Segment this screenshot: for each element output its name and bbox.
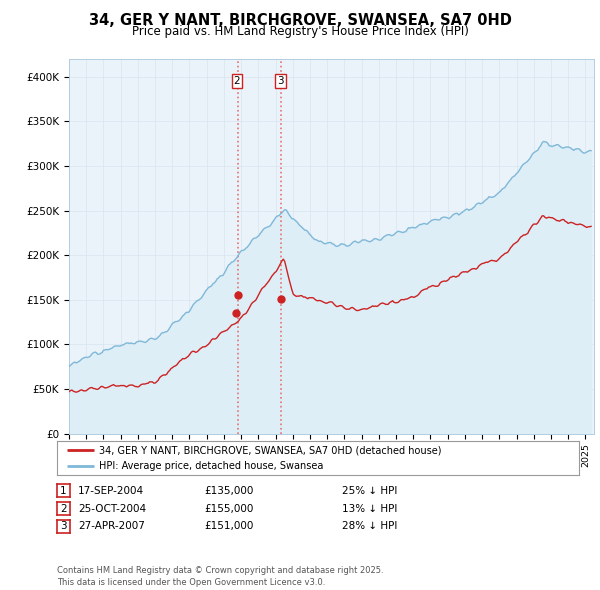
Text: Price paid vs. HM Land Registry's House Price Index (HPI): Price paid vs. HM Land Registry's House … — [131, 25, 469, 38]
Text: 3: 3 — [277, 76, 284, 86]
Text: 25-OCT-2004: 25-OCT-2004 — [78, 504, 146, 513]
Text: 27-APR-2007: 27-APR-2007 — [78, 522, 145, 531]
Text: 13% ↓ HPI: 13% ↓ HPI — [342, 504, 397, 513]
Text: 25% ↓ HPI: 25% ↓ HPI — [342, 486, 397, 496]
Text: 2: 2 — [60, 504, 67, 513]
Text: 1: 1 — [60, 486, 67, 496]
Text: 34, GER Y NANT, BIRCHGROVE, SWANSEA, SA7 0HD: 34, GER Y NANT, BIRCHGROVE, SWANSEA, SA7… — [89, 13, 511, 28]
Text: 2: 2 — [233, 76, 241, 86]
Text: 17-SEP-2004: 17-SEP-2004 — [78, 486, 144, 496]
Text: £155,000: £155,000 — [204, 504, 253, 513]
Text: 3: 3 — [60, 522, 67, 531]
Text: £135,000: £135,000 — [204, 486, 253, 496]
Text: £151,000: £151,000 — [204, 522, 253, 531]
Text: 34, GER Y NANT, BIRCHGROVE, SWANSEA, SA7 0HD (detached house): 34, GER Y NANT, BIRCHGROVE, SWANSEA, SA7… — [99, 445, 441, 455]
Text: 28% ↓ HPI: 28% ↓ HPI — [342, 522, 397, 531]
Text: HPI: Average price, detached house, Swansea: HPI: Average price, detached house, Swan… — [99, 461, 323, 471]
Text: Contains HM Land Registry data © Crown copyright and database right 2025.
This d: Contains HM Land Registry data © Crown c… — [57, 566, 383, 587]
